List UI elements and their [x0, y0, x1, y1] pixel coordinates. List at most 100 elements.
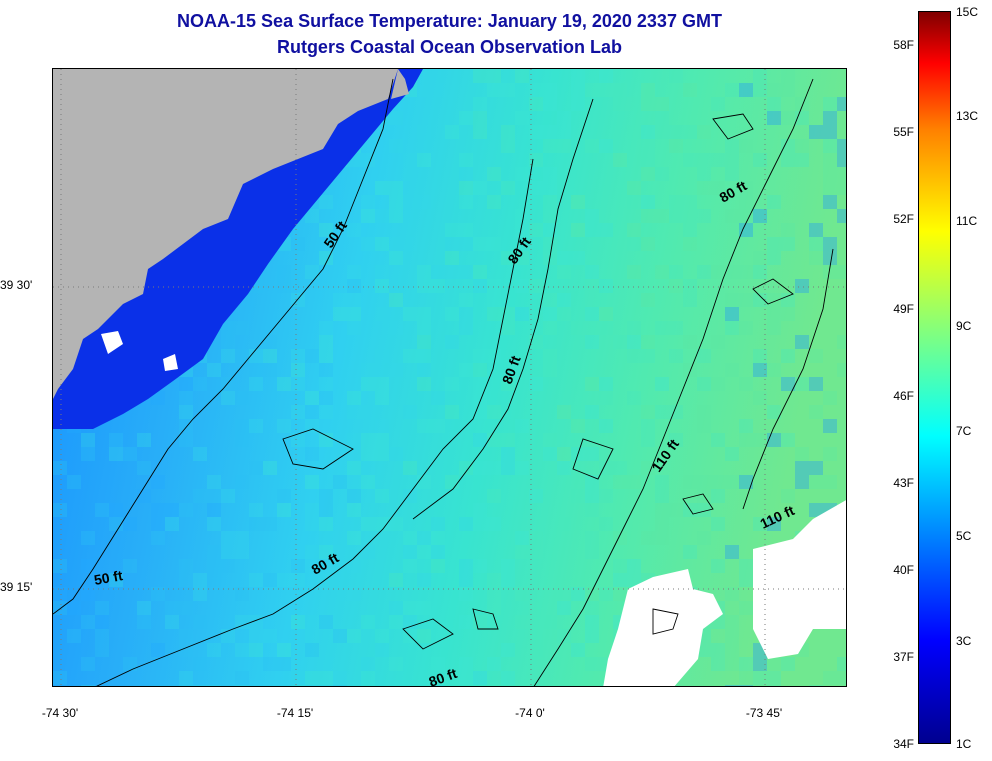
sst-pixel: [725, 643, 739, 657]
colorbar-label-11c: 11C: [956, 214, 978, 228]
sst-pixel: [655, 167, 669, 181]
sst-pixel: [375, 419, 389, 433]
sst-pixel: [151, 391, 165, 405]
sst-pixel: [473, 97, 487, 111]
sst-pixel: [781, 153, 795, 167]
sst-pixel: [319, 391, 333, 405]
sst-pixel: [249, 363, 263, 377]
sst-pixel: [739, 139, 753, 153]
sst-pixel: [515, 223, 529, 237]
sst-pixel: [725, 545, 739, 559]
sst-pixel: [207, 517, 221, 531]
sst-pixel: [319, 657, 333, 671]
sst-pixel: [627, 335, 641, 349]
sst-pixel: [263, 461, 277, 475]
sst-pixel: [389, 321, 403, 335]
sst-pixel: [487, 69, 501, 83]
sst-pixel: [655, 209, 669, 223]
sst-pixel: [165, 615, 179, 629]
sst-pixel: [585, 265, 599, 279]
sst-pixel: [599, 377, 613, 391]
sst-pixel: [389, 139, 403, 153]
sst-pixel: [739, 559, 753, 573]
sst-pixel: [193, 377, 207, 391]
sst-pixel: [823, 671, 837, 685]
sst-pixel: [417, 377, 431, 391]
sst-pixel: [249, 349, 263, 363]
sst-pixel: [305, 629, 319, 643]
sst-pixel: [109, 573, 123, 587]
sst-pixel: [389, 209, 403, 223]
sst-pixel: [431, 517, 445, 531]
sst-pixel: [669, 209, 683, 223]
sst-pixel: [571, 195, 585, 209]
colorbar-label-3c: 3C: [956, 634, 972, 648]
sst-pixel: [543, 195, 557, 209]
sst-pixel: [739, 195, 753, 209]
sst-pixel: [459, 657, 473, 671]
sst-pixel: [795, 97, 809, 111]
sst-pixel: [585, 475, 599, 489]
sst-pixel: [599, 307, 613, 321]
sst-pixel: [725, 657, 739, 671]
sst-pixel: [585, 405, 599, 419]
sst-pixel: [81, 657, 95, 671]
sst-pixel: [557, 125, 571, 139]
sst-pixel: [431, 83, 445, 97]
latitude-label-39-15: 39 15': [0, 580, 33, 594]
sst-pixel: [95, 503, 109, 517]
map-title: NOAA-15 Sea Surface Temperature: January…: [177, 11, 722, 31]
sst-pixel: [249, 615, 263, 629]
sst-pixel: [459, 237, 473, 251]
sst-pixel: [739, 601, 753, 615]
sst-pixel: [109, 503, 123, 517]
sst-pixel: [697, 531, 711, 545]
sst-pixel: [375, 181, 389, 195]
sst-pixel: [753, 517, 767, 531]
sst-pixel: [809, 251, 823, 265]
sst-pixel: [571, 489, 585, 503]
sst-map[interactable]: 50 ft 50 ft 80 ft 80 ft 80 ft 80 ft 80 f…: [52, 68, 847, 687]
sst-pixel: [375, 629, 389, 643]
sst-pixel: [641, 349, 655, 363]
sst-pixel: [557, 461, 571, 475]
sst-pixel: [711, 335, 725, 349]
sst-pixel: [151, 531, 165, 545]
sst-pixel: [683, 293, 697, 307]
sst-pixel: [697, 125, 711, 139]
sst-pixel: [305, 503, 319, 517]
sst-pixel: [809, 685, 823, 686]
sst-pixel: [417, 153, 431, 167]
sst-pixel: [767, 251, 781, 265]
sst-pixel: [347, 629, 361, 643]
sst-pixel: [417, 475, 431, 489]
sst-pixel: [235, 643, 249, 657]
sst-pixel: [557, 293, 571, 307]
sst-pixel: [515, 167, 529, 181]
sst-pixel: [333, 629, 347, 643]
sst-pixel: [585, 321, 599, 335]
sst-pixel: [235, 475, 249, 489]
sst-pixel: [795, 139, 809, 153]
sst-pixel: [655, 489, 669, 503]
sst-pixel: [697, 265, 711, 279]
sst-pixel: [375, 265, 389, 279]
sst-pixel: [207, 685, 221, 686]
sst-pixel: [487, 657, 501, 671]
sst-pixel: [305, 405, 319, 419]
sst-pixel: [473, 503, 487, 517]
sst-pixel: [557, 139, 571, 153]
sst-pixel: [543, 139, 557, 153]
sst-pixel: [473, 181, 487, 195]
sst-pixel: [683, 125, 697, 139]
sst-pixel: [501, 643, 515, 657]
sst-pixel: [557, 629, 571, 643]
sst-pixel: [501, 671, 515, 685]
map-subtitle: Rutgers Coastal Ocean Observation Lab: [276, 37, 623, 57]
sst-pixel: [417, 307, 431, 321]
sst-pixel: [641, 83, 655, 97]
sst-pixel: [319, 545, 333, 559]
sst-pixel: [823, 139, 837, 153]
sst-pixel: [361, 517, 375, 531]
sst-pixel: [473, 363, 487, 377]
